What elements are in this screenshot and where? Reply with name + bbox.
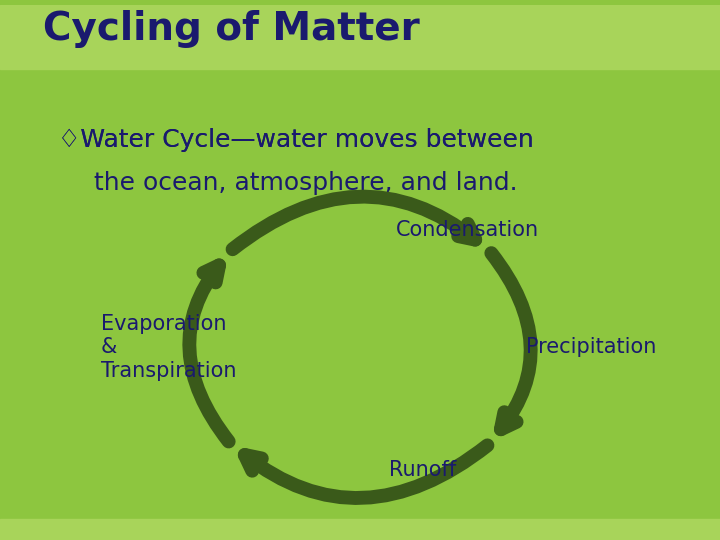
Text: Condensation: Condensation [396, 220, 539, 240]
Text: ♢Water Cycle—water moves between: ♢Water Cycle—water moves between [58, 128, 534, 152]
Text: Cycling of Matter: Cycling of Matter [43, 10, 420, 48]
Bar [0, 5, 720, 69]
Text: Evaporation
&
Transpiration: Evaporation & Transpiration [101, 314, 236, 381]
Bar [0, 518, 720, 540]
Text: the ocean, atmosphere, and land.: the ocean, atmosphere, and land. [94, 171, 517, 194]
Text: ♢Water Cycle—water moves between: ♢Water Cycle—water moves between [58, 128, 534, 152]
Text: Precipitation: Precipitation [526, 338, 656, 357]
Text: Runoff: Runoff [389, 461, 456, 481]
